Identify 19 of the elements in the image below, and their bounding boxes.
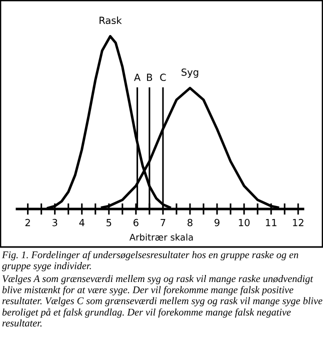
x-tick-label: 8 (188, 218, 192, 226)
series-label: Syg (182, 68, 198, 78)
caption: Fig. 1. Fordelinger af undersøgelsesresultater hos en gruppe raske og en gruppe syge individer. (2, 251, 298, 272)
ref-line-label: A (134, 74, 141, 81)
x-tick-label: 6 (134, 218, 138, 226)
ref-line-label: C (160, 74, 166, 82)
x-tick-label: 7 (160, 219, 166, 226)
x-tick-label: 10 (238, 218, 250, 226)
x-tick-label: 11 (266, 219, 276, 226)
x-tick-label: 9 (214, 218, 220, 226)
series-label: Rask (100, 16, 122, 24)
text: Vælges A som grænseværdi mellem syg og rask vil mange raske unødvendigt blive mistænkt for at være syge. Der vil forekomme mange falsk positive resultater. Vælges C som grænseværdi mellem syg og rask vil mange syge blive beroliget på et falsk grundlag. Der vil forekomme mange falsk negative resultater. (2, 275, 322, 327)
x-tick-label: 4 (79, 219, 84, 226)
x-tick-label: 2 (25, 218, 30, 226)
ref-line-label: B (147, 74, 152, 81)
x-tick-label: 3 (52, 218, 58, 226)
x-tick-label: 5 (106, 219, 112, 226)
x-tick-label: 12 (293, 218, 304, 226)
x-axis-title: Arbitrær skala (129, 234, 193, 241)
